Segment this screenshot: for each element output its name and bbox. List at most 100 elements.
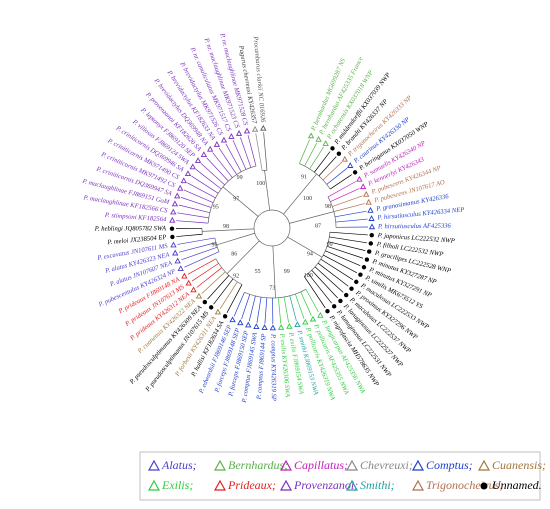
legend-label: Capillatus; [294,458,348,472]
leaf-branch [306,289,319,312]
legend-label: Smithi; [360,478,395,492]
leaf-marker [170,235,174,239]
leaf-branch [191,176,218,193]
leaf-marker [279,325,284,329]
branch [217,233,255,245]
leaf-marker [342,157,347,161]
leaf-marker [370,224,375,228]
leaf-marker [369,216,374,220]
leaf-marker [357,177,362,181]
leaf-branch [284,297,289,323]
leaf-marker [348,163,353,167]
support-value: 97 [233,196,239,202]
leaf-branch [214,279,233,304]
leaf-marker [222,138,227,142]
leaf-branch [327,246,363,258]
leaf-marker [338,299,342,303]
leaf-branch [278,298,280,324]
leaf-branch [328,181,356,197]
leaf-branch [201,163,225,185]
leaf-marker [353,170,357,174]
leaf-branch [188,259,216,274]
leaf-branch [176,221,208,223]
leaf-branch [330,188,359,201]
leaf-branch [176,234,202,236]
support-value: 100 [303,196,312,202]
support-value: 98 [325,204,331,210]
leaf-branch [256,133,262,170]
leaf-branch [329,237,367,243]
leaf-branch [318,263,348,286]
leaf-branch [336,219,368,222]
branch [223,187,258,217]
leaf-marker [344,293,348,297]
leaf-label: P. hirsutiusculus AF425336 [377,223,452,231]
leaf-marker [364,192,369,196]
support-value: 95 [213,204,219,210]
leaf-branch [330,175,352,189]
support-value: 99 [284,269,290,275]
leaf-branch [187,183,215,198]
leaf-marker [237,131,242,135]
leaf-branch [213,153,233,178]
legend-marker [413,461,423,470]
leaf-label: P. comptus KY426319 SP [269,333,277,401]
leaf-marker [318,313,323,317]
leaf-branch [184,252,219,268]
leaf-marker [362,265,366,269]
leaf-branch [295,294,304,319]
support-value: 98 [223,224,229,230]
leaf-marker [186,171,191,175]
support-value: 94 [307,251,313,257]
leaf-marker [303,320,308,324]
leaf-branch [226,144,241,172]
leaf-branch [265,298,267,324]
legend-label: Prideaux; [227,478,276,492]
leaf-marker [175,259,180,263]
leaf-marker [182,274,187,278]
branch [288,237,323,257]
legend-marker [149,481,159,490]
leaf-branch [227,285,242,313]
leaf-branch [314,152,330,173]
leaf-marker [369,241,373,245]
leaf-marker [261,126,266,130]
leaf-label: P. heblingi JQ805782 SWA [94,225,167,232]
leaf-marker [181,178,186,182]
leaf-marker [349,286,353,290]
leaf-marker [223,314,227,318]
legend-marker [347,461,357,470]
leaf-marker [196,158,201,162]
leaf-marker [366,200,371,204]
leaf-marker [173,251,178,255]
leaf-marker [203,300,207,304]
leaf-marker [178,266,183,270]
leaf-branch [328,242,365,251]
leaf-branch [181,197,211,207]
leaf-branch [335,211,367,217]
leaf-branch [327,168,347,184]
root-arc [254,210,290,246]
leaf-marker [367,249,371,253]
leaf-branch [219,148,237,175]
leaf-marker [330,146,334,150]
leaf-marker [325,309,329,313]
leaf-label: P. stimpsoni KF182564 [104,212,168,224]
support-value: 92 [233,274,239,280]
support-value: 86 [231,252,237,258]
branch [289,212,333,224]
leaf-marker [365,257,369,261]
leaf-marker [186,281,191,285]
leaf-branch [301,292,312,316]
leaf-marker [246,323,251,327]
support-value: 73 [269,285,275,291]
legend-marker [479,461,489,470]
legend-marker [215,461,225,470]
leaf-marker [209,305,213,309]
leaf-marker [245,129,250,133]
leaf-marker [171,210,176,214]
leaf-branch [248,135,256,166]
leaf-marker [214,142,219,146]
